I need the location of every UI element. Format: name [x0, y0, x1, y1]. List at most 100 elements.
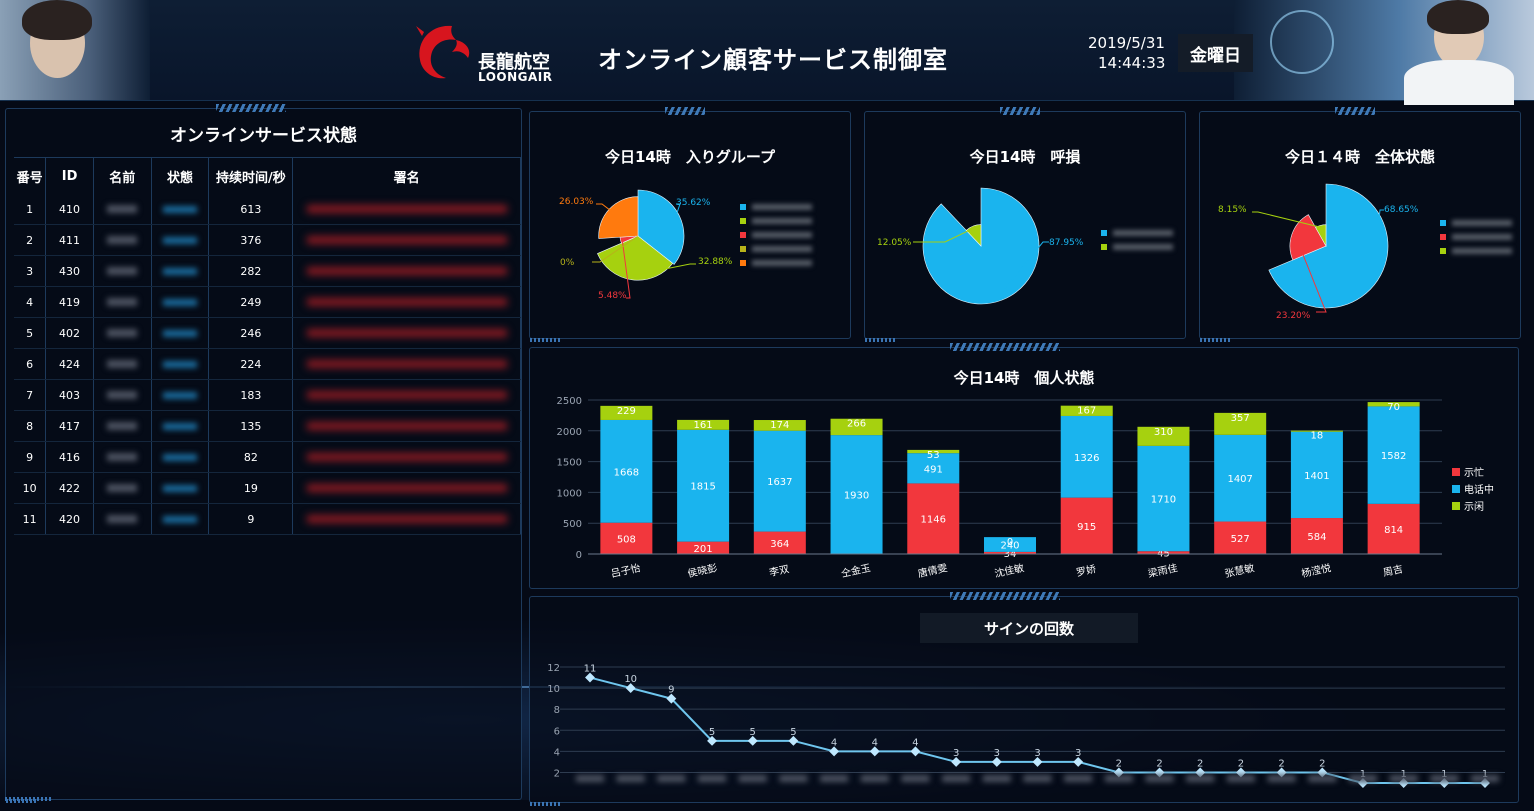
table-row[interactable]: 11 420 9 [14, 503, 521, 535]
row-signature-redacted [306, 452, 507, 461]
bar-segment [753, 420, 806, 431]
column-header-signature: 署名 [292, 157, 521, 194]
x-label-redacted [1226, 775, 1255, 782]
line-point-label: 4 [912, 737, 918, 748]
table-row[interactable]: 7 403 183 [14, 379, 521, 411]
line-point [1195, 767, 1206, 778]
row-signature-redacted [306, 297, 507, 306]
legend-marker [1452, 468, 1460, 476]
legend-label-redacted [752, 232, 812, 238]
row-status-redacted [163, 360, 198, 368]
line-point [951, 756, 962, 767]
line-point-label: 2 [1116, 758, 1122, 769]
row-signature [292, 348, 521, 380]
row-number: 8 [14, 410, 47, 442]
row-signature-redacted [306, 421, 507, 430]
row-signature [292, 224, 521, 256]
table-row[interactable]: 9 416 82 [14, 441, 521, 473]
line-point-label: 2 [1278, 758, 1284, 769]
row-status [151, 286, 210, 318]
panel-dots-decoration [530, 802, 560, 806]
row-name [93, 286, 152, 318]
row-name-redacted [107, 328, 138, 337]
row-status [151, 255, 210, 287]
y-tick-label: 1500 [557, 458, 582, 469]
row-name [93, 379, 152, 411]
table-row[interactable]: 2 411 376 [14, 224, 521, 256]
line-point-label: 3 [994, 748, 1000, 759]
bar-value-label: 310 [1154, 427, 1173, 438]
line-point [1113, 767, 1124, 778]
bar-value-label: 229 [617, 406, 636, 417]
line-point-label: 3 [953, 748, 959, 759]
table-row[interactable]: 1 410 613 [14, 194, 521, 225]
row-status-redacted [163, 236, 198, 244]
bar-segment [1290, 518, 1343, 554]
table-row[interactable]: 5 402 246 [14, 317, 521, 349]
bar-value-label: 1668 [614, 467, 639, 478]
row-duration: 135 [208, 410, 294, 442]
table-row[interactable]: 8 417 135 [14, 410, 521, 442]
row-signature [292, 472, 521, 504]
bar-segment [677, 429, 730, 542]
x-label-redacted [779, 775, 808, 782]
row-id: 411 [45, 224, 94, 256]
pie-label-leader-line [913, 227, 975, 243]
bar-value-label: 915 [1077, 522, 1096, 533]
row-signature-redacted [306, 359, 507, 368]
pie-label-leader-line [1371, 209, 1384, 277]
bar-value-label: 1637 [767, 477, 792, 488]
bar-value-label: 266 [847, 419, 866, 430]
overall-status-chart-title: 今日１４時 全体状態 [1284, 148, 1435, 166]
line-point-label: 4 [831, 737, 837, 748]
legend-label-redacted [752, 246, 812, 252]
row-number: 4 [14, 286, 47, 318]
row-status-redacted [163, 205, 198, 213]
bar-value-label: 18 [1311, 431, 1324, 442]
service-table-body: 1 410 613 2 411 376 3 430 282 4 419 249 5 402 246 6 424 2… [14, 194, 521, 535]
table-row[interactable]: 6 424 224 [14, 348, 521, 380]
inbound-group-pie-panel: 今日14時 入りグループ 35.62% 32.88% 5.48% 0% 26.03% [529, 107, 851, 342]
line-point-label: 2 [1319, 758, 1325, 769]
row-duration: 376 [208, 224, 294, 256]
legend-marker [1452, 502, 1460, 510]
row-status-redacted [163, 391, 198, 399]
row-number: 2 [14, 224, 47, 256]
row-signature-redacted [306, 483, 507, 492]
table-row[interactable]: 3 430 282 [14, 255, 521, 287]
row-number: 9 [14, 441, 47, 473]
y-tick-label: 0 [576, 550, 582, 561]
legend-marker [1440, 234, 1446, 240]
weekday-badge: 金曜日 [1178, 34, 1253, 72]
bar-value-label: 357 [1231, 413, 1250, 424]
x-label-redacted [1471, 775, 1499, 782]
table-row[interactable]: 4 419 249 [14, 286, 521, 318]
row-signature [292, 194, 521, 225]
pie-slice-label: 26.03% [559, 197, 594, 207]
bar-value-label: 167 [1077, 406, 1096, 417]
row-duration: 249 [208, 286, 294, 318]
bar-value-label: 584 [1307, 532, 1326, 543]
x-label-redacted [1064, 775, 1093, 782]
row-status [151, 441, 210, 473]
row-signature [292, 503, 521, 535]
bar-value-label: 161 [694, 420, 713, 431]
row-status-redacted [163, 515, 198, 523]
pie-label-leader-line [674, 203, 681, 219]
row-signature [292, 379, 521, 411]
row-name [93, 317, 152, 349]
bar-value-label: 201 [694, 544, 713, 555]
legend-marker [1101, 244, 1107, 250]
current-time: 14:44:33 [1098, 54, 1166, 72]
row-id: 419 [45, 286, 94, 318]
table-row[interactable]: 10 422 19 [14, 472, 521, 504]
row-signature-redacted [306, 390, 507, 399]
x-category-label: 沈佳敏 [993, 561, 1025, 580]
x-label-redacted [1308, 775, 1337, 782]
bar-segment [1137, 551, 1190, 554]
legend-label: 电话中 [1464, 483, 1494, 496]
bar-segment [1214, 412, 1267, 435]
column-header-number: 番号 [14, 157, 47, 194]
row-name-redacted [107, 297, 138, 306]
pie-slice-label: 8.15% [1218, 205, 1247, 215]
